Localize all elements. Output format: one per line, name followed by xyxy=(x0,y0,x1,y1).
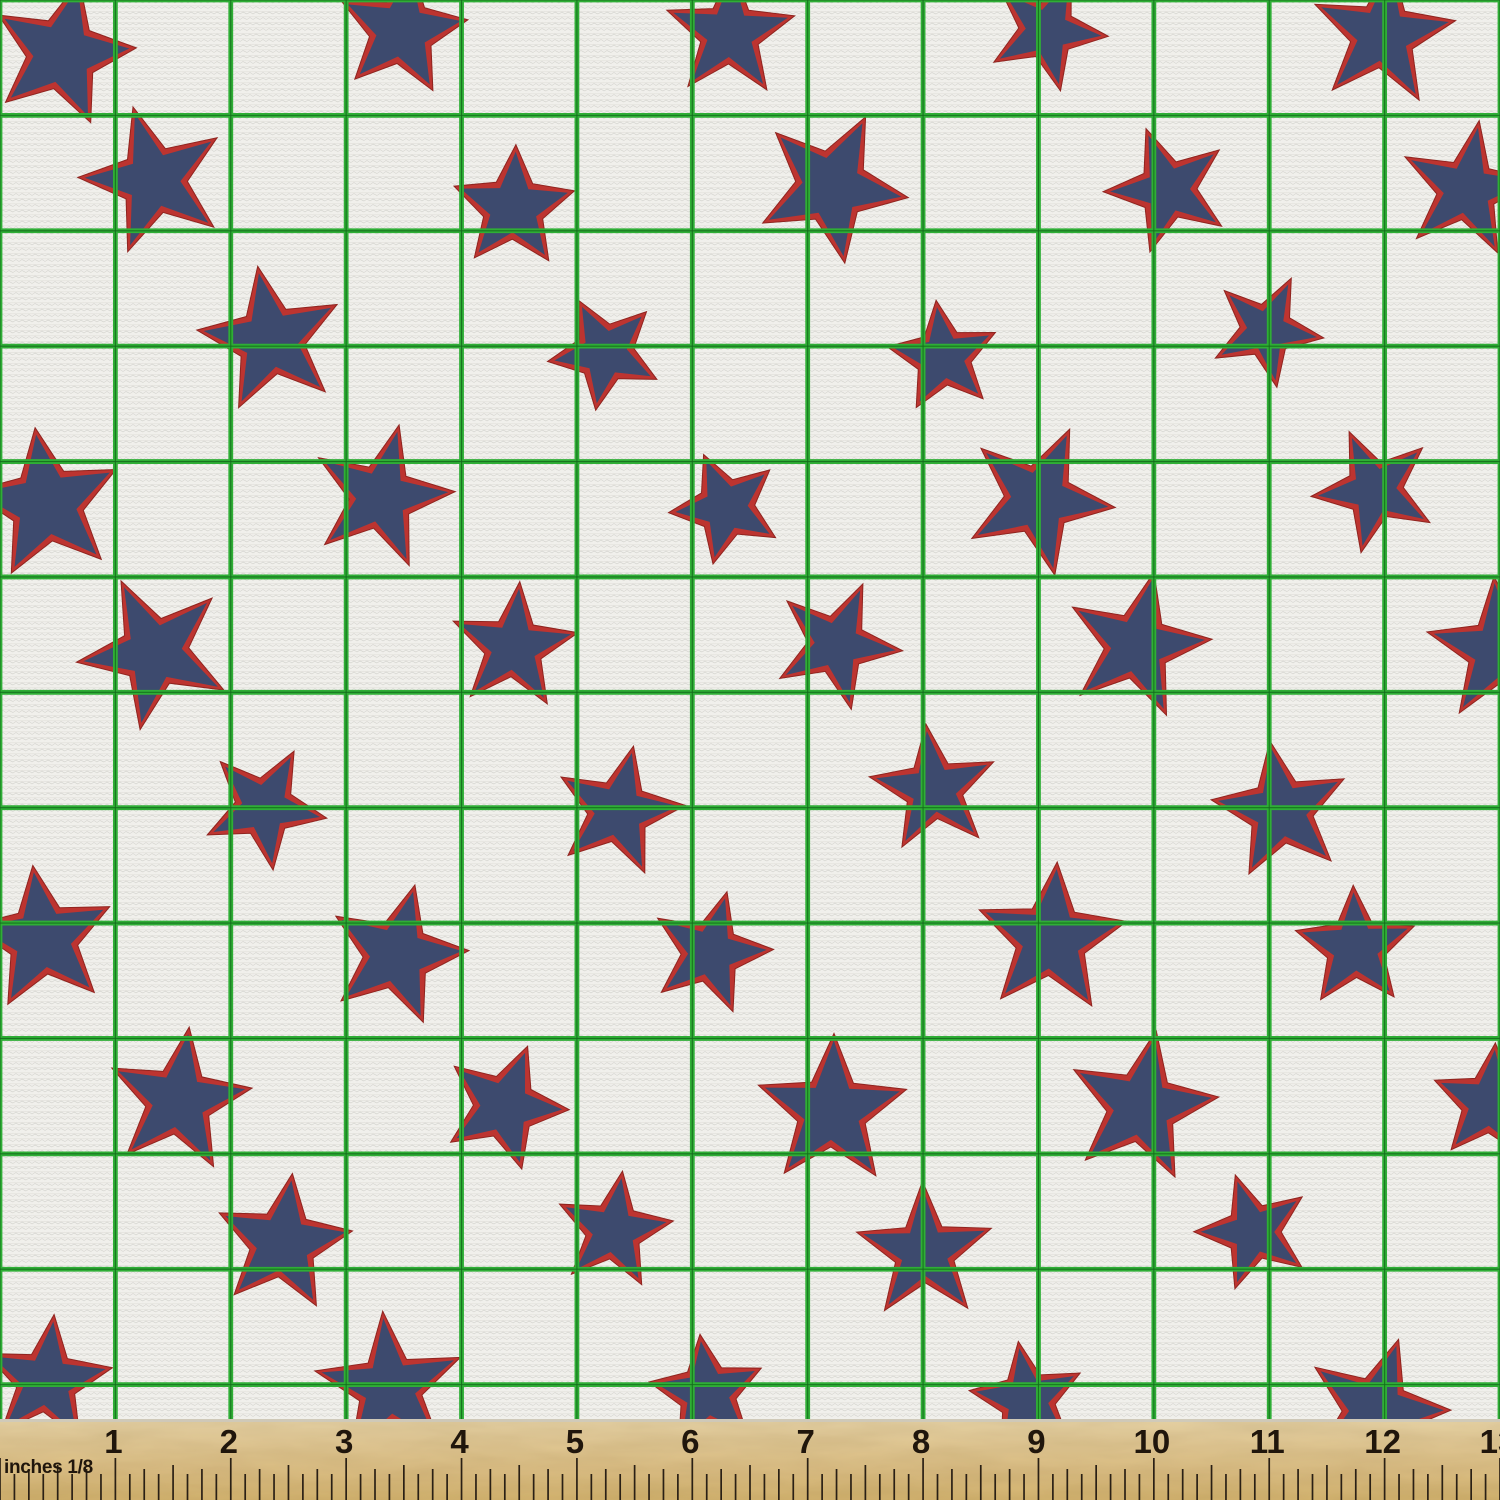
svg-text:8: 8 xyxy=(912,1423,930,1460)
svg-text:inches 1/8: inches 1/8 xyxy=(4,1457,93,1478)
svg-text:6: 6 xyxy=(681,1423,699,1460)
svg-text:4: 4 xyxy=(450,1423,469,1460)
svg-text:5: 5 xyxy=(566,1423,584,1460)
svg-text:10: 10 xyxy=(1133,1423,1170,1460)
svg-text:2: 2 xyxy=(220,1423,238,1460)
svg-text:3: 3 xyxy=(335,1423,353,1460)
svg-text:1: 1 xyxy=(104,1423,122,1460)
svg-text:11: 11 xyxy=(1250,1423,1285,1460)
svg-text:13: 13 xyxy=(1480,1423,1500,1460)
svg-text:9: 9 xyxy=(1027,1423,1045,1460)
svg-text:7: 7 xyxy=(797,1423,815,1460)
svg-text:12: 12 xyxy=(1364,1423,1401,1460)
